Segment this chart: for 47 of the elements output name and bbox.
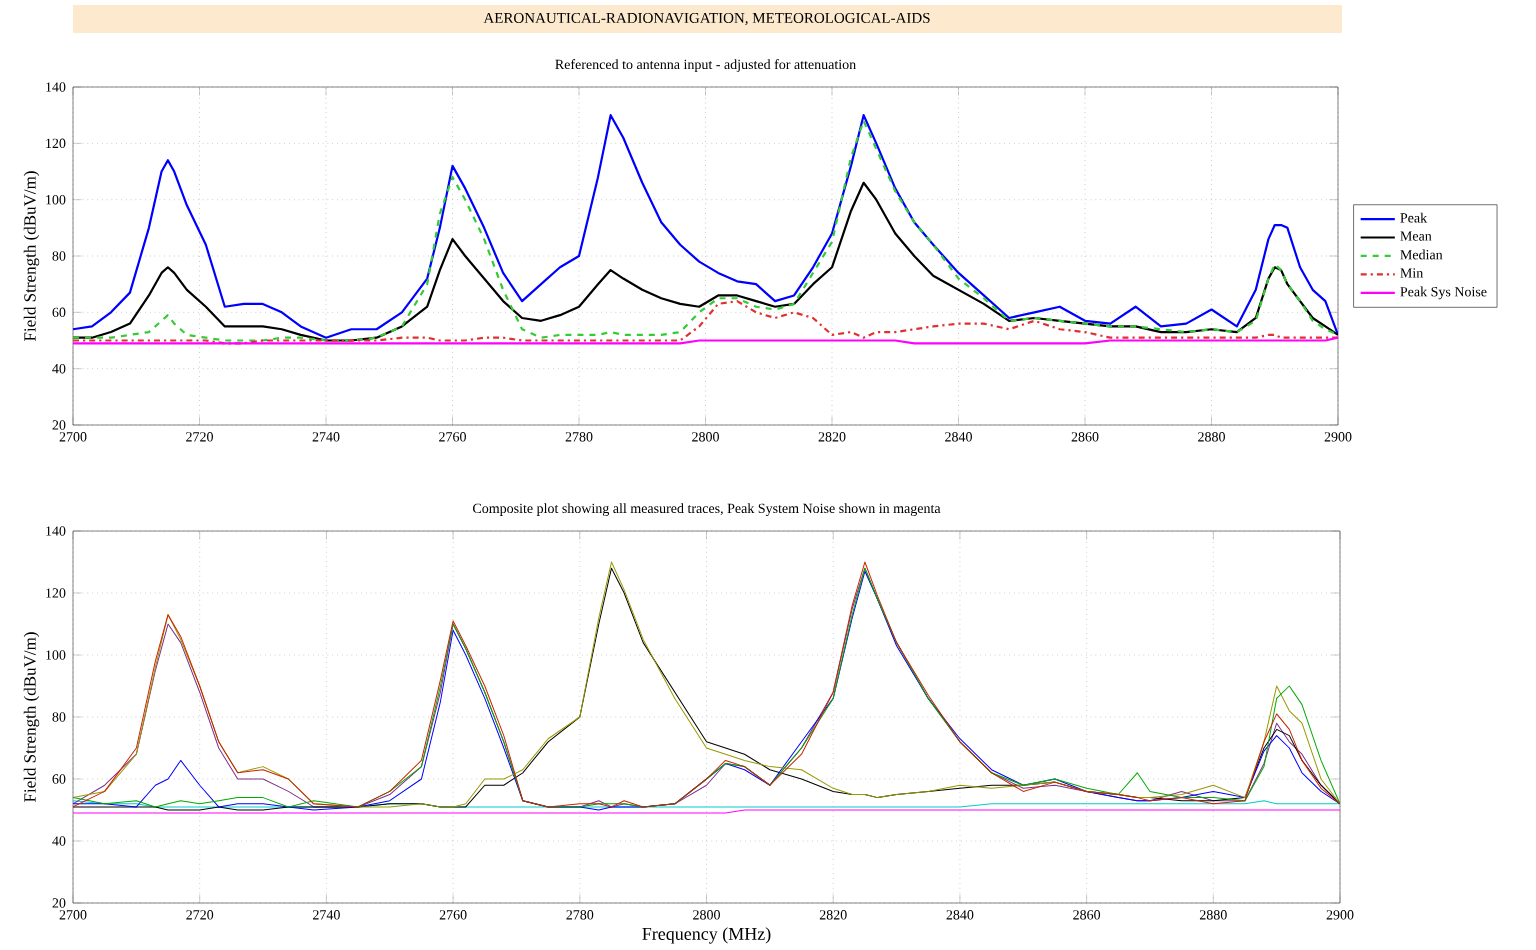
y-tick-label: 40 — [52, 363, 66, 374]
y-axis-title: Field Strength (dBuV/m) — [23, 632, 40, 802]
y-tick-label: 60 — [52, 307, 66, 318]
x-tick-label: 2840 — [946, 910, 974, 920]
x-tick-label: 2720 — [186, 432, 213, 442]
x-tick-label: 2740 — [312, 432, 340, 442]
y-tick-label: 40 — [52, 836, 66, 846]
y-tick-label: 140 — [46, 82, 66, 92]
chart-subtitle: Referenced to antenna input - adjusted for attenuation — [555, 59, 856, 72]
x-tick-label: 2900 — [1324, 432, 1352, 442]
x-tick-label: 2800 — [692, 432, 719, 442]
x-tick-label: 2780 — [565, 432, 593, 442]
x-tick-label: 2740 — [313, 910, 340, 920]
x-tick-label: 2820 — [818, 432, 846, 442]
x-tick-label: 2780 — [566, 910, 594, 920]
legend-label: Min — [1400, 268, 1424, 278]
y-tick-label: 140 — [46, 526, 66, 536]
x-tick-label: 2760 — [439, 910, 467, 920]
x-tick-label: 2900 — [1326, 910, 1354, 920]
legend-label: Peak — [1400, 212, 1428, 223]
y-tick-label: 20 — [52, 420, 66, 430]
x-tick-label: 2820 — [819, 910, 847, 920]
y-tick-label: 120 — [46, 138, 66, 149]
y-tick-label: 100 — [46, 650, 66, 660]
y-tick-label: 60 — [52, 774, 66, 784]
x-tick-label: 2880 — [1198, 432, 1225, 442]
y-tick-label: 80 — [52, 251, 66, 261]
x-tick-label: 2760 — [439, 432, 466, 442]
x-tick-label: 2860 — [1071, 432, 1099, 442]
y-tick-label: 20 — [52, 898, 66, 908]
legend-label: Mean — [1400, 231, 1432, 241]
legend-label: Peak Sys Noise — [1400, 286, 1487, 300]
chart-title: Composite plot showing all measured traces, Peak System Noise shown in magenta — [473, 503, 941, 516]
y-tick-label: 100 — [46, 194, 66, 205]
legend-label: Median — [1400, 249, 1443, 260]
y-tick-label: 80 — [52, 712, 66, 722]
x-axis-title: Frequency (MHz) — [642, 927, 771, 944]
y-tick-label: 120 — [46, 588, 66, 598]
x-tick-label: 2860 — [1073, 910, 1101, 920]
y-axis-title: Field Strength (dBuV/m) — [23, 171, 40, 341]
x-tick-label: 2700 — [59, 910, 87, 920]
x-tick-label: 2840 — [945, 432, 972, 442]
x-tick-label: 2880 — [1199, 910, 1227, 920]
x-tick-label: 2720 — [186, 910, 214, 920]
chart-title: AERONAUTICAL-RADIONAVIGATION, METEOROLOGICAL-AIDS — [483, 12, 930, 26]
x-tick-label: 2800 — [693, 910, 720, 920]
x-tick-label: 2700 — [59, 432, 87, 442]
